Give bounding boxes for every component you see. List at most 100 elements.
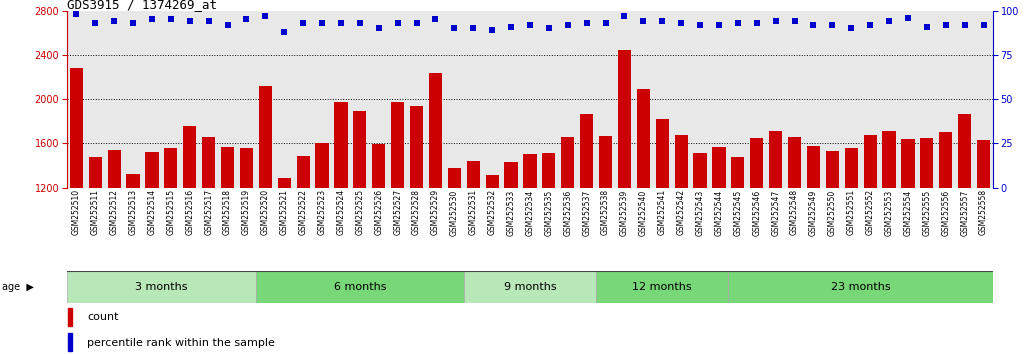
Text: GSM252540: GSM252540 [639,189,648,235]
Text: 6 months: 6 months [333,282,386,292]
Bar [278,178,291,320]
Point [748,20,765,26]
Bar [920,138,933,320]
Bar [145,152,158,320]
Bar [256,271,464,303]
Text: GSM252510: GSM252510 [72,189,81,235]
Point [219,22,236,28]
Bar [240,148,253,320]
Text: 3 months: 3 months [135,282,187,292]
Bar [107,150,120,320]
Text: GSM252546: GSM252546 [752,189,761,235]
Bar [486,176,499,320]
Bar [504,162,518,320]
Point [578,20,595,26]
Bar [637,89,650,320]
Point [484,27,500,33]
Bar [202,137,215,320]
Text: GSM252542: GSM252542 [677,189,685,235]
Bar [732,156,744,320]
Point [540,25,557,31]
Bar [464,271,596,303]
Bar [788,137,802,320]
Bar [334,102,348,320]
Bar [617,50,631,320]
Bar [67,271,256,303]
Text: GSM252513: GSM252513 [129,189,138,235]
Point [314,20,330,26]
Text: GSM252539: GSM252539 [619,189,629,235]
Bar [372,144,385,320]
Bar [675,135,687,320]
Point [937,22,954,28]
Text: GSM252537: GSM252537 [582,189,591,235]
Point [144,17,161,22]
Bar [524,154,536,320]
Point [163,17,179,22]
Point [332,20,349,26]
Text: GSM252531: GSM252531 [469,189,477,235]
Bar [316,143,328,320]
Bar [863,135,877,320]
Text: GSM252528: GSM252528 [412,189,421,235]
Text: GSM252556: GSM252556 [942,189,950,235]
Text: GSM252521: GSM252521 [280,189,289,235]
Point [427,17,443,22]
Text: GSM252518: GSM252518 [223,189,232,235]
Bar [958,114,971,320]
Bar [845,148,858,320]
Text: GSM252525: GSM252525 [355,189,364,235]
Point [881,18,897,24]
Text: GSM252536: GSM252536 [563,189,572,235]
Text: GSM252558: GSM252558 [979,189,988,235]
Text: GSM252549: GSM252549 [809,189,818,235]
Text: GSM252551: GSM252551 [847,189,856,235]
Text: GSM252553: GSM252553 [885,189,893,235]
Bar [391,102,404,320]
Bar [68,333,72,352]
Point [862,22,879,28]
Point [768,18,784,24]
Point [181,18,198,24]
Bar [599,136,612,320]
Text: GSM252524: GSM252524 [336,189,346,235]
Point [730,20,746,26]
Text: GSM252534: GSM252534 [526,189,534,235]
Text: GSM252532: GSM252532 [488,189,497,235]
Text: GSM252533: GSM252533 [506,189,516,235]
Point [465,25,482,31]
Point [843,25,859,31]
Text: GSM252529: GSM252529 [431,189,440,235]
Point [295,20,312,26]
Text: GSM252543: GSM252543 [696,189,705,235]
Text: GSM252548: GSM252548 [790,189,800,235]
Text: GSM252538: GSM252538 [601,189,610,235]
Bar [448,168,461,320]
Bar [807,145,820,320]
Point [899,15,916,21]
Text: GSM252519: GSM252519 [242,189,251,235]
Point [975,22,992,28]
Bar [596,271,729,303]
Bar [68,308,72,326]
Bar [729,271,993,303]
Bar [410,106,423,320]
Point [560,22,576,28]
Bar [750,138,764,320]
Text: GSM252555: GSM252555 [922,189,931,235]
Bar [127,175,140,320]
Point [409,20,425,26]
Text: 12 months: 12 months [633,282,693,292]
Text: 9 months: 9 months [503,282,557,292]
Text: GDS3915 / 1374269_at: GDS3915 / 1374269_at [67,0,217,11]
Bar [712,147,725,320]
Bar [901,139,915,320]
Point [635,18,651,24]
Point [389,20,405,26]
Bar [353,111,366,320]
Bar [939,132,953,320]
Point [919,24,935,29]
Bar [258,86,272,320]
Text: GSM252515: GSM252515 [167,189,175,235]
Point [125,20,141,26]
